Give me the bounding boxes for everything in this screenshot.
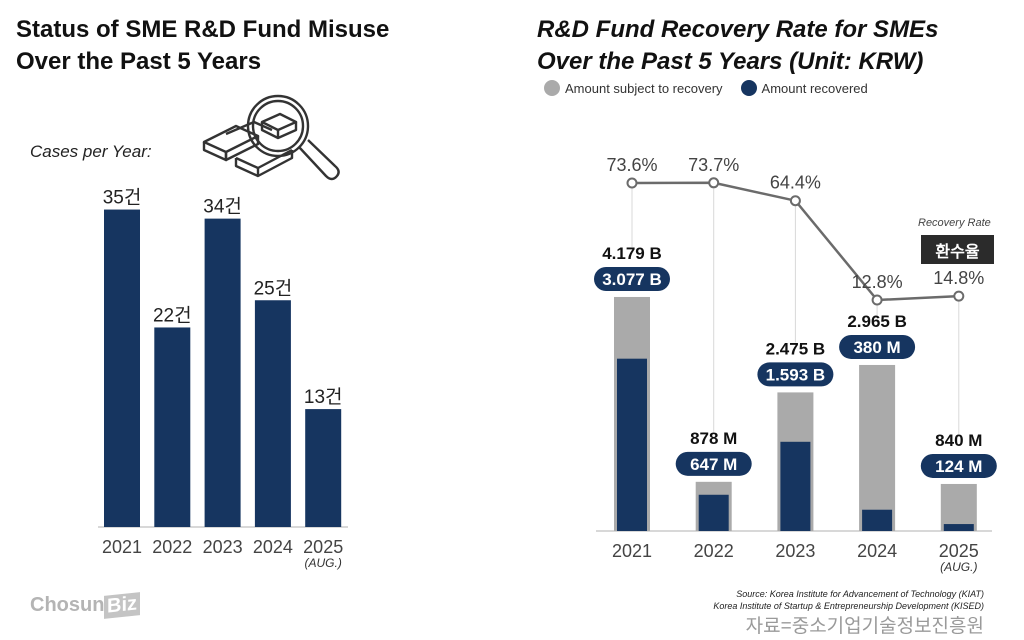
right-legend: Amount subject to recovery Amount recove…: [544, 80, 880, 96]
recovery-rate-label: 73.6%: [606, 155, 657, 175]
recovery-rate-point: [871, 294, 883, 306]
recovered-value-pill: [675, 451, 752, 476]
subject-value-label: 2.965 B: [847, 312, 907, 331]
legend-label-recovered: Amount recovered: [761, 80, 868, 96]
recovery-year-label: 2025: [939, 541, 979, 561]
misuse-year-label: 2021: [102, 537, 142, 557]
subject-bar-2025: [940, 483, 977, 531]
misuse-bar-2021: [104, 209, 140, 528]
chosunbiz-logo: Chosun Biz: [30, 592, 141, 619]
legend-swatch-gray: [544, 80, 560, 96]
right-chart-title: R&D Fund Recovery Rate for SMEs Over the…: [537, 14, 938, 78]
recovery-rate-point: [789, 195, 801, 207]
recovery-rate-point: [626, 177, 638, 189]
legend-item-subject: Amount subject to recovery: [544, 80, 723, 96]
recovery-rate-label: 14.8%: [933, 268, 984, 288]
subject-value-label: 840 M: [935, 431, 982, 450]
recovery-rate-label: 12.8%: [852, 272, 903, 292]
recovery-year-label: 2024: [857, 541, 897, 561]
recovery-year-label: 2023: [775, 541, 815, 561]
recovery-rate-label: Recovery Rate: [918, 217, 991, 229]
recovered-bar-2022: [698, 494, 729, 531]
magnifier-over-gold-bars-icon: [202, 94, 340, 181]
recovery-year-note: (AUG.): [940, 560, 977, 574]
source-note: Source: Korea Institute for Advancement …: [713, 588, 984, 612]
recovered-value-label: 380 M: [853, 338, 900, 357]
recovered-value-label: 124 M: [935, 457, 982, 476]
recovered-bar-2023: [780, 441, 811, 531]
misuse-value-label: 35건: [103, 187, 142, 209]
recovered-value-pill: [920, 453, 997, 478]
misuse-year-label: 2025: [303, 537, 343, 557]
recovery-rate-point: [953, 290, 965, 302]
source-line2: Korea Institute of Startup & Entrepreneu…: [713, 601, 984, 611]
misuse-value-label: 13건: [304, 386, 343, 408]
recovered-value-label: 3.077 B: [602, 270, 662, 289]
misuse-year-label: 2022: [152, 537, 192, 557]
right-title-line1: R&D Fund Recovery Rate for SMEs: [537, 16, 939, 43]
misuse-value-label: 34건: [203, 196, 242, 218]
misuse-value-label: 25건: [254, 277, 293, 299]
misuse-bar-2025: [305, 409, 342, 527]
recovery-rate-label: 73.7%: [688, 155, 739, 175]
legend-label-subject: Amount subject to recovery: [565, 80, 723, 96]
recovery-year-label: 2022: [694, 541, 734, 561]
subject-value-label: 4.179 B: [602, 244, 662, 263]
misuse-year-note: (AUG.): [305, 556, 342, 570]
left-title-line2: Over the Past 5 Years: [16, 48, 262, 75]
recovery-rate-badge: 환수율: [921, 235, 994, 264]
source-korean: 자료=중소기업기술정보진흥원: [745, 616, 984, 637]
subject-value-label: 878 M: [690, 429, 737, 448]
recovered-value-pill: [839, 334, 916, 359]
misuse-year-label: 2024: [253, 537, 293, 557]
recovery-rate-point: [708, 177, 720, 189]
misuse-bar-2022: [154, 327, 191, 527]
recovered-value-pill: [594, 266, 670, 291]
misuse-bar-2023: [204, 218, 241, 527]
subject-bar-2024: [859, 364, 896, 531]
misuse-bar-2024: [254, 300, 291, 527]
right-title-line2: Over the Past 5 Years (Unit: KRW): [537, 48, 924, 75]
left-chart-title: Status of SME R&D Fund Misuse Over the P…: [16, 14, 389, 78]
recovered-bar-2024: [862, 509, 893, 531]
legend-swatch-navy: [740, 80, 757, 96]
recovered-value-label: 647 M: [690, 455, 737, 474]
recovered-bar-2025: [943, 524, 974, 531]
logo-badge: Biz: [104, 592, 141, 619]
recovery-year-label: 2021: [612, 541, 652, 561]
recovery-rate-label: 64.4%: [770, 173, 821, 193]
misuse-year-label: 2023: [203, 537, 243, 557]
recovered-value-label: 1.593 B: [766, 365, 826, 384]
legend-item-recovered: Amount recovered: [740, 80, 868, 96]
left-title-line1: Status of SME R&D Fund Misuse: [16, 16, 390, 43]
recovered-bar-2021: [617, 358, 647, 531]
source-line1: Source: Korea Institute for Advancement …: [736, 589, 984, 599]
cases-per-year-caption: Cases per Year:: [30, 142, 152, 161]
recovered-value-pill: [757, 362, 834, 387]
subject-value-label: 2.475 B: [766, 339, 826, 358]
misuse-cases-bar-chart: 35건 2021 22건 2022 34건 2023 25건 2024 13건 2025(AUG.…: [98, 187, 348, 570]
logo-text: Chosun: [30, 594, 105, 616]
misuse-value-label: 22건: [153, 304, 192, 326]
